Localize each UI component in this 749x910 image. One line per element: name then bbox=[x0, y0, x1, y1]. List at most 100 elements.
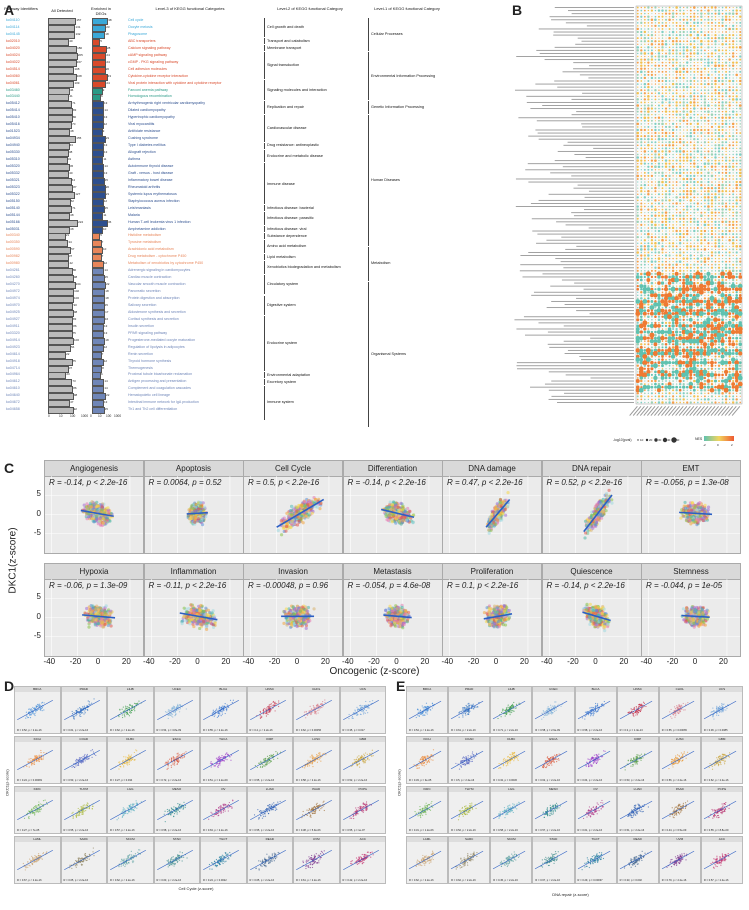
dotplot-point bbox=[709, 342, 715, 347]
column-label-mark bbox=[646, 406, 656, 416]
dotplot-point bbox=[686, 383, 688, 385]
dotplot-point bbox=[677, 308, 683, 314]
dotplot-point bbox=[679, 22, 681, 24]
all-detected-bar bbox=[48, 136, 77, 144]
dotplot-point bbox=[718, 359, 720, 361]
dotplot-point bbox=[739, 98, 742, 101]
dotplot-point bbox=[647, 389, 650, 392]
dotplot-point bbox=[668, 392, 671, 395]
dotplot-point bbox=[668, 159, 671, 162]
dotplot-point bbox=[640, 147, 643, 150]
dotplot-point bbox=[728, 15, 731, 18]
dotplot-point bbox=[682, 352, 685, 355]
dotplot-point bbox=[657, 287, 661, 291]
dotplot-point bbox=[717, 55, 721, 58]
dotplot-point bbox=[639, 345, 643, 349]
row-label-mark bbox=[562, 71, 634, 73]
dotplot-point bbox=[686, 159, 689, 162]
dotplot-point bbox=[735, 257, 738, 260]
dotplot-point bbox=[686, 367, 689, 370]
dotplot-point bbox=[711, 242, 713, 244]
dotplot-point bbox=[724, 330, 728, 334]
dotplot-point bbox=[707, 267, 710, 269]
dotplot-point bbox=[725, 31, 727, 33]
legend-size-label: 30 bbox=[658, 438, 662, 442]
dotplot-point bbox=[672, 272, 675, 275]
row-label-mark bbox=[557, 150, 634, 152]
dotplot-point bbox=[658, 199, 660, 202]
dotplot-point bbox=[721, 224, 724, 226]
dotplot-point bbox=[636, 287, 640, 291]
dotplot-point bbox=[700, 171, 703, 174]
dotplot-point bbox=[683, 267, 685, 269]
dotplot-point bbox=[739, 401, 742, 404]
pathway-row: ko04610 86 14 Complement and coagulation ca… bbox=[6, 385, 406, 394]
pathway-row: ko05140 71 15 Leishmaniasis bbox=[6, 205, 406, 213]
dotplot-point bbox=[639, 376, 644, 380]
dotplot-point bbox=[635, 388, 640, 393]
dotplot-point bbox=[721, 125, 724, 129]
dotplot-point bbox=[697, 215, 699, 217]
dotplot-point bbox=[668, 346, 671, 349]
dotplot-point bbox=[672, 202, 674, 205]
legend-nes-label: -2 bbox=[703, 443, 706, 447]
dotplot-point bbox=[718, 254, 720, 257]
dotplot-point bbox=[682, 333, 685, 337]
dotplot-point bbox=[714, 141, 717, 143]
all-detected-count: 21 bbox=[65, 233, 70, 238]
dotplot-point bbox=[654, 163, 657, 165]
dotplot-point bbox=[700, 178, 703, 180]
dotplot-point bbox=[731, 134, 735, 138]
dotplot-point bbox=[721, 260, 724, 263]
dotplot-point bbox=[695, 329, 700, 335]
dotplot-point bbox=[643, 70, 646, 73]
pathway-row: ko04514 108 20 Cell adhesion molecules bbox=[6, 66, 406, 74]
all-detected-bar bbox=[48, 254, 69, 262]
dotplot-point bbox=[674, 296, 679, 301]
dotplot-point bbox=[703, 110, 706, 113]
dotplot-point bbox=[704, 303, 706, 306]
dotplot-point bbox=[732, 116, 735, 119]
dotplot-point bbox=[718, 169, 720, 171]
pathway-row: ko05412 71 13 Arrhythmogenic right ventricu… bbox=[6, 100, 406, 109]
dotplot-point bbox=[704, 184, 706, 186]
pathway-name: Intestinal immune network for IgA produc… bbox=[128, 400, 199, 405]
dotplot-point bbox=[640, 199, 642, 202]
dotplot-point bbox=[653, 302, 658, 307]
dotplot-point bbox=[686, 67, 689, 70]
dotplot-point bbox=[735, 251, 738, 254]
dotplot-point bbox=[675, 123, 678, 125]
dotplot-point bbox=[717, 245, 721, 248]
dotplot-point bbox=[717, 12, 721, 15]
dotplot-point bbox=[676, 380, 678, 382]
dotplot-point bbox=[661, 42, 664, 46]
all-detected-count: 38 bbox=[68, 150, 73, 155]
dotplot-point bbox=[710, 21, 713, 24]
dotplot-point bbox=[661, 107, 664, 110]
dotplot-point bbox=[649, 305, 655, 311]
dotplot-point bbox=[675, 202, 678, 205]
dotplot-point bbox=[675, 385, 679, 389]
dotplot-point bbox=[739, 79, 742, 83]
dotplot-point bbox=[679, 343, 682, 346]
dotplot-point bbox=[686, 153, 689, 156]
dotplot-point bbox=[711, 89, 713, 91]
dotplot-point bbox=[700, 254, 703, 257]
enriched-bar bbox=[92, 94, 101, 102]
dotplot-point bbox=[718, 98, 720, 101]
dotplot-point bbox=[711, 34, 713, 36]
pathway-row: ko00590 57 10 Arachidonic acid metabolism bbox=[6, 246, 406, 255]
dotplot-point bbox=[718, 218, 720, 220]
pathway-id: ko00590 bbox=[6, 247, 20, 252]
dotplot-point bbox=[665, 291, 667, 294]
dotplot-point bbox=[693, 119, 696, 122]
dotplot-point bbox=[688, 338, 694, 344]
dotplot-point bbox=[650, 43, 654, 46]
dotplot-point bbox=[661, 119, 664, 122]
dotplot-point bbox=[658, 37, 660, 39]
dotplot-point bbox=[647, 275, 650, 279]
pathway-row: ko04672 47 13 Intestinal immune network for… bbox=[6, 399, 406, 408]
pathway-name: Hematopoietic cell lineage bbox=[128, 393, 170, 398]
dotplot-point bbox=[707, 214, 710, 217]
dotplot-point bbox=[636, 205, 639, 208]
